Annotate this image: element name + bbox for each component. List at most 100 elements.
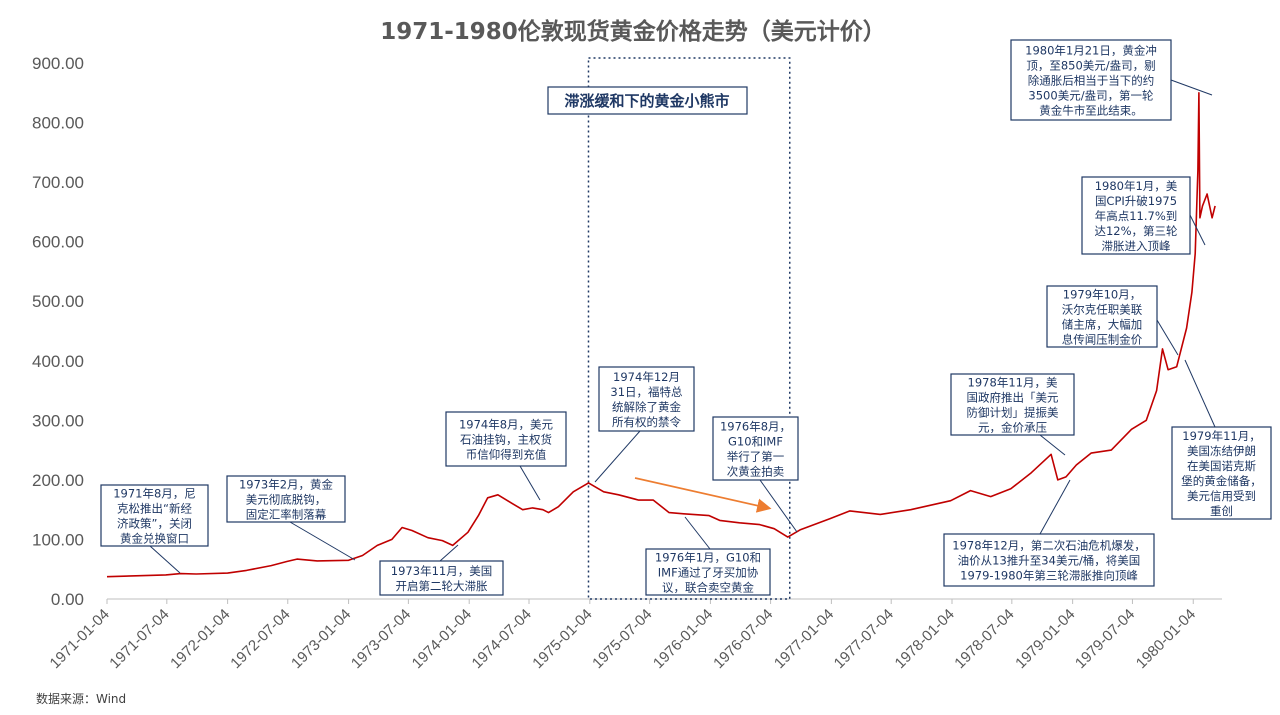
downtrend-arrow <box>634 477 772 513</box>
annotation-text: 1979年10月， <box>1063 288 1141 302</box>
annotation-text: 固定汇率制落幕 <box>246 508 327 522</box>
annotation-leader <box>439 544 459 562</box>
y-tick-label: 900.00 <box>32 54 84 73</box>
x-tick-label: 1979-07-04 <box>1072 606 1138 672</box>
x-tick-label: 1975-01-04 <box>529 606 595 672</box>
y-tick-label: 400.00 <box>32 352 84 371</box>
annotation-text: 国政府推出「美元 <box>967 391 1059 405</box>
annotation-text: 息传闻压制金价 <box>1062 333 1143 347</box>
highlight-zone-label-box <box>547 86 748 115</box>
y-axis: 0.00 100.00 200.00 300.00 400.00 500.00 600.00… <box>32 54 84 609</box>
annotation-box <box>1010 39 1172 121</box>
x-tick-label: 1973-07-04 <box>348 606 414 672</box>
annotation-box <box>1046 285 1158 348</box>
x-tick-label: 1974-01-04 <box>409 606 475 672</box>
x-tick-label: 1978-07-04 <box>951 606 1017 672</box>
annotation-leader <box>1184 359 1216 428</box>
annotation-text: 31日，福特总 <box>610 385 683 399</box>
gold-price-line <box>106 92 1216 578</box>
annotation-leader <box>1170 79 1213 96</box>
annotation-box <box>950 373 1075 436</box>
x-tick-label: 1980-01-04 <box>1133 606 1199 672</box>
annotation-text: 滞胀进入顶峰 <box>1102 239 1171 253</box>
annotation-a1980jan21: 1980年1月21日，黄金冲顶，至850美元/盎司，剔除通胀后相当于当下的约35… <box>1010 39 1213 121</box>
annotation-text: 重创 <box>1210 504 1233 518</box>
annotation-leader <box>149 545 181 574</box>
annotation-text: 黄金牛市至此结束。 <box>1039 104 1143 118</box>
x-axis: 1971-01-041971-07-041972-01-041972-07-04… <box>47 598 1222 672</box>
x-tick-label: 1971-07-04 <box>106 606 172 672</box>
x-tick-label: 1977-07-04 <box>831 606 897 672</box>
y-tick-label: 600.00 <box>32 233 84 252</box>
x-tick-label: 1974-07-04 <box>469 606 535 672</box>
annotation-box <box>379 560 504 596</box>
annotation-text: 1971年8月，尼 <box>113 487 196 501</box>
annotation-leader <box>594 430 641 483</box>
y-tick-label: 200.00 <box>32 471 84 490</box>
x-tick-label: 1977-01-04 <box>771 606 837 672</box>
annotation-text: 开启第二轮大滞胀 <box>396 579 488 593</box>
annotation-text: 堡的黄金储备， <box>1181 474 1262 488</box>
annotation-text: 1973年2月，黄金 <box>239 478 334 492</box>
x-tick-label: 1973-01-04 <box>288 606 354 672</box>
annotation-leader <box>519 465 541 501</box>
annotation-text: 1978年11月，美 <box>968 376 1058 390</box>
plot-area <box>106 92 1216 578</box>
annotation-text: G10和IMF <box>728 435 783 449</box>
annotation-text: 议，联合卖空黄金 <box>662 581 754 595</box>
annotation-text: IMF通过了牙买加协 <box>658 566 759 580</box>
x-tick-label: 1976-01-04 <box>650 606 716 672</box>
annotation-text: 国CPI升破1975 <box>1095 194 1177 208</box>
annotation-text: 美元信用受到 <box>1187 489 1256 503</box>
source-note: 数据来源：Wind <box>36 691 126 706</box>
y-tick-label: 100.00 <box>32 530 84 549</box>
annotation-text: 1976年8月， <box>720 420 791 434</box>
y-tick-label: 300.00 <box>32 411 84 430</box>
annotation-text: 除通胀后相当于当下的约 <box>1028 74 1155 88</box>
annotation-text: 石油挂钩，主权货 <box>460 433 552 447</box>
y-tick-label: 700.00 <box>32 173 84 192</box>
annotation-leader <box>1039 479 1071 535</box>
annotation-text: 克松推出“新经 <box>117 502 192 516</box>
annotation-a1980jan: 1980年1月，美国CPI升破1975年高点11.7%到达12%，第三轮滞胀进入… <box>1081 176 1206 255</box>
annotation-leader <box>1039 434 1066 456</box>
x-tick-label: 1978-01-04 <box>892 606 958 672</box>
chart-title: 1971-1980伦敦现货黄金价格走势（美元计价） <box>380 18 886 45</box>
annotation-text: 3500美元/盎司，第一轮 <box>1028 89 1154 103</box>
annotation-box <box>226 475 346 523</box>
annotations: 1971年8月，尼克松推出“新经济政策”，关闭黄金兑换窗口1973年2月，黄金美… <box>100 39 1272 596</box>
x-tick-label: 1972-07-04 <box>227 606 293 672</box>
annotation-text: 在美国诺克斯 <box>1187 459 1256 473</box>
annotation-box <box>1081 176 1191 255</box>
annotation-box <box>712 416 799 481</box>
y-tick-label: 500.00 <box>32 292 84 311</box>
y-tick-label: 0.00 <box>51 590 84 609</box>
annotation-text: 储主席，大幅加 <box>1062 318 1143 332</box>
x-tick-label: 1975-07-04 <box>589 606 655 672</box>
annotation-text: 1976年1月，G10和 <box>655 551 761 565</box>
annotation-text: 1979年11月， <box>1182 429 1260 443</box>
annotation-text: 统解除了黄金 <box>612 400 681 414</box>
annotation-text: 1974年8月，美元 <box>459 418 554 432</box>
annotation-text: 达12%，第三轮 <box>1094 224 1178 238</box>
annotation-text: 济政策”，关闭 <box>117 517 192 531</box>
annotation-text: 1980年1月，美 <box>1095 179 1178 193</box>
annotation-leader <box>684 516 711 550</box>
annotation-leader <box>759 479 798 533</box>
annotation-a1978dec: 1978年12月，第二次石油危机爆发，油价从13推升至34美元/桶，将美国197… <box>943 479 1155 587</box>
annotation-text: 沃尔克任职美联 <box>1062 303 1143 317</box>
annotation-text: 举行了第一 <box>727 450 785 464</box>
annotation-box <box>100 484 209 547</box>
x-tick-label: 1979-01-04 <box>1012 606 1078 672</box>
